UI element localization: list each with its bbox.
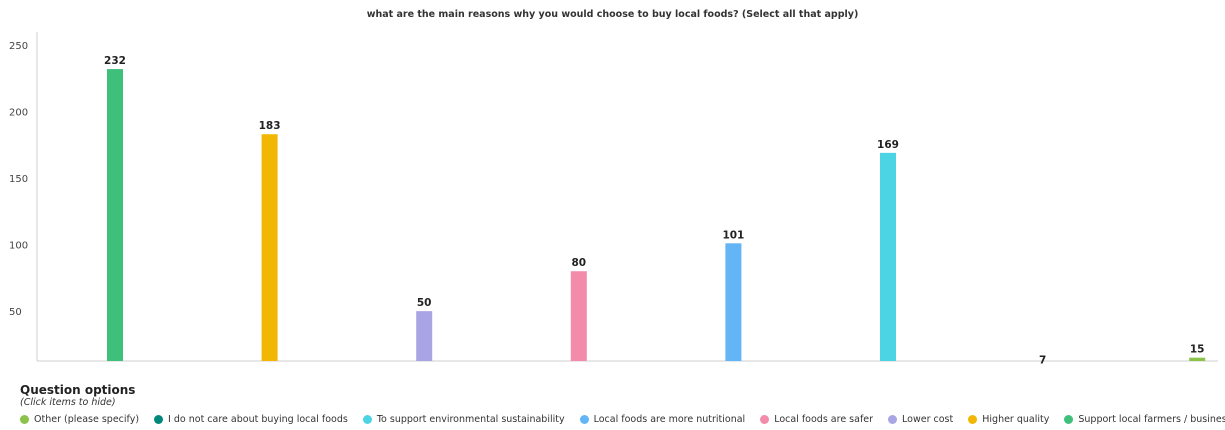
y-tick-label: 200 <box>9 108 28 119</box>
legend-label: Support local farmers / businesses <box>1078 414 1225 425</box>
legend: Other (please specify) I do not care abou… <box>20 414 1225 425</box>
bar[interactable] <box>880 153 896 361</box>
legend-dot-icon <box>363 415 372 424</box>
legend-dot-icon <box>580 415 589 424</box>
legend-hint: (Click items to hide) <box>20 397 116 408</box>
legend-label: Other (please specify) <box>34 414 139 425</box>
bar[interactable] <box>262 134 278 361</box>
bar-value-label: 7 <box>1039 354 1046 366</box>
legend-item[interactable]: I do not care about buying local foods <box>154 414 348 425</box>
legend-item[interactable]: Local foods are safer <box>760 414 873 425</box>
bar-value-label: 101 <box>722 229 744 241</box>
legend-dot-icon <box>888 415 897 424</box>
y-tick-label: 250 <box>9 41 28 52</box>
bar-value-label: 183 <box>259 120 281 132</box>
legend-dot-icon <box>1064 415 1073 424</box>
bar-value-label: 232 <box>104 55 126 67</box>
legend-item[interactable]: To support environmental sustainability <box>363 414 565 425</box>
legend-item[interactable]: Support local farmers / businesses <box>1064 414 1225 425</box>
legend-label: Lower cost <box>902 414 953 425</box>
legend-dot-icon <box>20 415 29 424</box>
legend-dot-icon <box>968 415 977 424</box>
bar[interactable] <box>107 69 123 361</box>
bar-value-label: 80 <box>571 257 586 269</box>
bar-value-label: 15 <box>1190 344 1205 356</box>
legend-item[interactable]: Other (please specify) <box>20 414 139 425</box>
bar[interactable] <box>725 243 741 361</box>
legend-dot-icon <box>760 415 769 424</box>
bar[interactable] <box>571 271 587 361</box>
bar-chart: 50 100 150 200 250 232 183 50 80 101 169 7 15 <box>0 0 1225 375</box>
bar-value-label: 169 <box>877 139 899 151</box>
bar[interactable] <box>1189 358 1205 361</box>
legend-label: To support environmental sustainability <box>377 414 565 425</box>
legend-item[interactable]: Lower cost <box>888 414 953 425</box>
y-tick-label: 150 <box>9 174 28 185</box>
bar[interactable] <box>416 311 432 361</box>
legend-label: I do not care about buying local foods <box>168 414 348 425</box>
bar-value-label: 50 <box>417 297 432 309</box>
legend-item[interactable]: Higher quality <box>968 414 1049 425</box>
y-tick-label: 100 <box>9 241 28 252</box>
legend-item[interactable]: Local foods are more nutritional <box>580 414 746 425</box>
legend-label: Higher quality <box>982 414 1049 425</box>
legend-label: Local foods are more nutritional <box>594 414 746 425</box>
y-tick-label: 50 <box>9 307 22 318</box>
legend-title: Question options <box>20 383 135 397</box>
legend-dot-icon <box>154 415 163 424</box>
legend-label: Local foods are safer <box>774 414 873 425</box>
